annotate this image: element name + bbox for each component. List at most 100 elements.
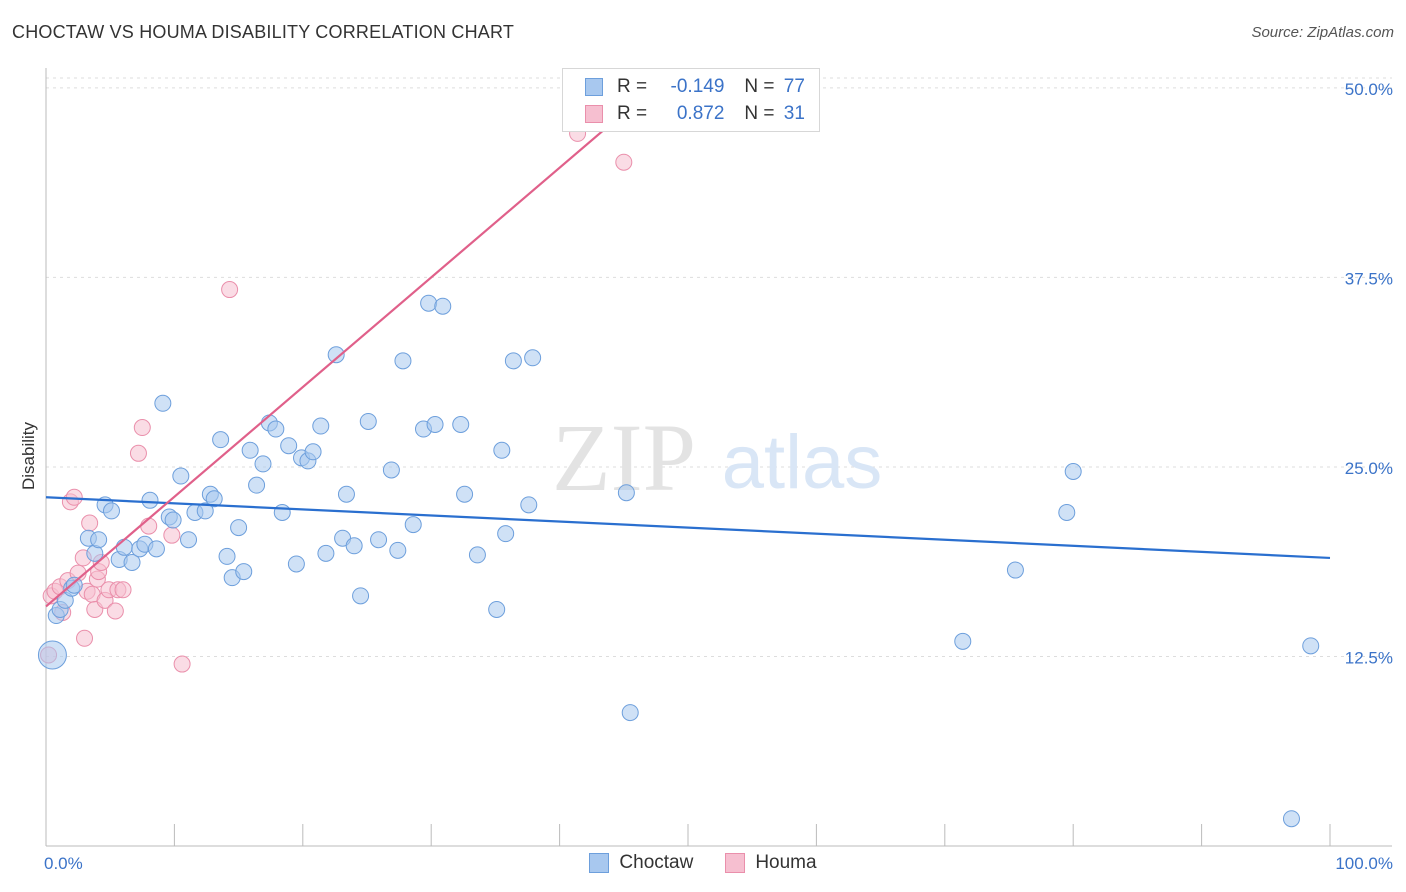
choctaw-point xyxy=(468,546,486,564)
legend-r-label: R = xyxy=(617,76,648,97)
choctaw-point xyxy=(230,519,248,537)
choctaw-points xyxy=(37,294,1320,828)
choctaw-point xyxy=(254,455,272,473)
legend-swatch-choctaw xyxy=(585,78,603,96)
choctaw-point xyxy=(102,502,120,520)
choctaw-point xyxy=(389,541,407,559)
legend-n-value: 31 xyxy=(783,103,805,124)
legend-r-value: -0.149 xyxy=(670,76,725,97)
choctaw-point xyxy=(488,600,506,618)
choctaw-point xyxy=(394,352,412,370)
legend-row-houma: R = 0.872 N = 31 xyxy=(585,101,805,127)
choctaw-point xyxy=(212,431,230,449)
houma-point xyxy=(221,281,239,299)
houma-point xyxy=(173,655,191,673)
axes xyxy=(45,68,1392,847)
choctaw-point xyxy=(359,412,377,430)
y-tick-label: 12.5% xyxy=(1345,648,1393,667)
choctaw-point xyxy=(404,516,422,534)
choctaw-point xyxy=(1302,637,1320,655)
houma-point xyxy=(76,629,94,647)
y-axis-label: Disability xyxy=(19,421,38,490)
houma-points xyxy=(40,124,633,673)
houma-point xyxy=(163,526,181,544)
correlation-legend: R = -0.149 N = 77 R = 0.872 N = 31 xyxy=(562,68,820,132)
x-tick-label: 100.0% xyxy=(1335,854,1393,873)
choctaw-point xyxy=(1006,561,1024,579)
choctaw-point xyxy=(241,441,259,459)
houma-trend-line xyxy=(45,90,651,608)
choctaw-point xyxy=(147,540,165,558)
houma-point xyxy=(106,602,124,620)
choctaw-point xyxy=(164,511,182,529)
tick-labels: 12.5% 25.0% 37.5% 50.0% 0.0% 100.0% xyxy=(44,80,1393,873)
legend-n-label: N = xyxy=(744,76,775,97)
houma-point xyxy=(140,517,158,535)
choctaw-point xyxy=(273,503,291,521)
houma-point xyxy=(81,514,99,532)
choctaw-point xyxy=(235,563,253,581)
choctaw-point xyxy=(65,576,83,594)
choctaw-point xyxy=(248,476,266,494)
choctaw-point xyxy=(504,352,522,370)
choctaw-point xyxy=(520,496,538,514)
choctaw-point xyxy=(617,484,635,502)
houma-point xyxy=(129,444,147,462)
choctaw-point xyxy=(172,467,190,485)
choctaw-point xyxy=(524,349,542,367)
chart-title: CHOCTAW VS HOUMA DISABILITY CORRELATION … xyxy=(12,22,515,42)
series-legend-choctaw[interactable]: Choctaw xyxy=(589,852,693,874)
legend-row-choctaw: R = -0.149 N = 77 xyxy=(585,74,805,100)
legend-swatch-houma xyxy=(585,105,603,123)
legend-r-value: 0.872 xyxy=(676,103,725,124)
legend-n-value: 77 xyxy=(783,76,805,97)
y-tick-label: 50.0% xyxy=(1345,80,1393,99)
choctaw-point xyxy=(141,491,159,509)
choctaw-point xyxy=(345,537,363,555)
choctaw-point xyxy=(493,441,511,459)
choctaw-point xyxy=(954,632,972,650)
choctaw-point xyxy=(154,394,172,412)
houma-point xyxy=(114,581,132,599)
series-legend-houma[interactable]: Houma xyxy=(725,852,817,874)
source-label: Source: ZipAtlas.com xyxy=(1251,24,1394,41)
choctaw-point xyxy=(37,640,67,670)
choctaw-point xyxy=(180,531,198,549)
y-tick-label: 37.5% xyxy=(1345,269,1393,288)
choctaw-point xyxy=(1282,810,1300,828)
trend-lines xyxy=(45,90,1331,608)
choctaw-point xyxy=(196,502,214,520)
choctaw-point xyxy=(267,420,285,438)
choctaw-point xyxy=(317,544,335,562)
choctaw-point xyxy=(497,525,515,543)
choctaw-point xyxy=(304,443,322,461)
y-tick-label: 25.0% xyxy=(1345,459,1393,478)
choctaw-point xyxy=(420,294,438,312)
choctaw-point xyxy=(115,538,133,556)
legend-r-label: R = xyxy=(617,103,648,124)
x-tick-label: 0.0% xyxy=(44,854,83,873)
choctaw-point xyxy=(1064,463,1082,481)
houma-label: Houma xyxy=(755,852,817,873)
choctaw-point xyxy=(426,415,444,433)
houma-swatch xyxy=(725,853,746,873)
choctaw-point xyxy=(1058,503,1076,521)
legend-n-label: N = xyxy=(744,103,775,124)
choctaw-point xyxy=(312,417,330,435)
choctaw-point xyxy=(452,415,470,433)
choctaw-point xyxy=(90,531,108,549)
choctaw-point xyxy=(621,704,639,722)
choctaw-point xyxy=(382,461,400,479)
choctaw-point xyxy=(352,587,370,605)
choctaw-trend-line xyxy=(45,496,1331,560)
choctaw-point xyxy=(218,547,236,565)
choctaw-swatch xyxy=(589,853,610,873)
choctaw-point xyxy=(123,553,141,571)
choctaw-label: Choctaw xyxy=(619,852,694,873)
choctaw-point xyxy=(370,531,388,549)
choctaw-point xyxy=(337,485,355,503)
choctaw-point xyxy=(456,485,474,503)
houma-point xyxy=(615,153,633,171)
choctaw-point xyxy=(205,490,223,508)
